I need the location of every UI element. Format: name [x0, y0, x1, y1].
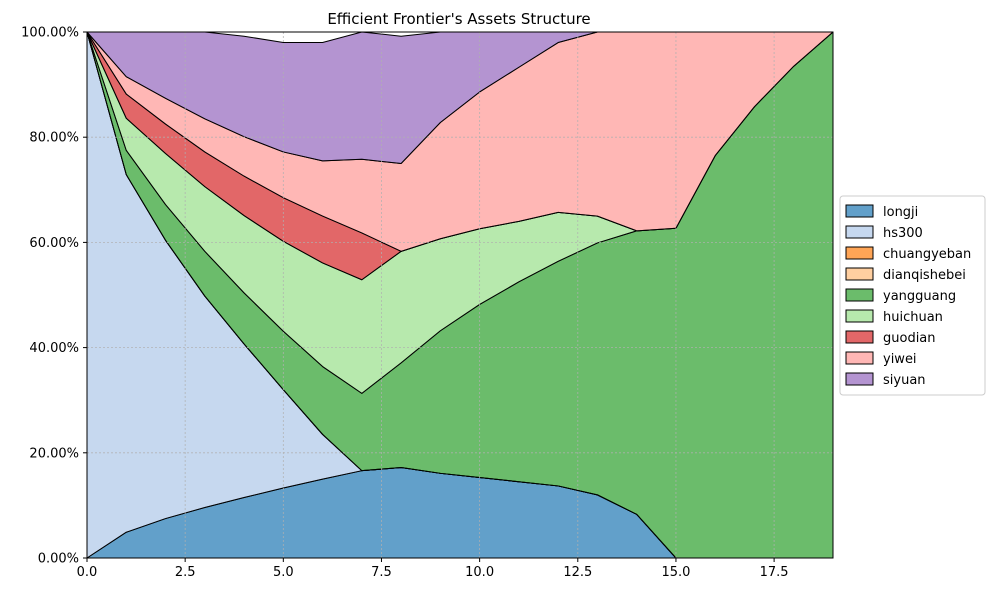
legend-label-longji: longji — [883, 205, 918, 220]
legend-swatch-longji — [845, 204, 874, 218]
legend-label-siyuan: siyuan — [883, 373, 926, 388]
x-tick-label: 7.5 — [371, 565, 392, 580]
y-axis-ticks: 0.00% 20.00% 40.00% 60.00% 80.00% 100.00% — [21, 26, 87, 567]
legend-label-guodian: guodian — [883, 331, 936, 346]
legend-label-hs300: hs300 — [883, 226, 923, 241]
legend-swatch-dianqishebei — [845, 267, 874, 281]
legend-swatch-yangguang — [845, 288, 874, 302]
legend-label-yiwei: yiwei — [883, 352, 917, 367]
legend-label-dianqishebei: dianqishebei — [883, 268, 966, 283]
legend-label-huichuan: huichuan — [883, 310, 943, 325]
grid-lines — [87, 32, 833, 558]
legend-label-yangguang: yangguang — [883, 289, 956, 304]
legend-swatch-guodian — [845, 330, 874, 344]
legend-label-chuangyeban: chuangyeban — [883, 247, 971, 262]
legend: longji hs300 chuangyeban dianqishebei yanggu… — [839, 195, 986, 396]
x-tick-label: 5.0 — [273, 565, 294, 580]
y-tick-label: 20.00% — [29, 446, 79, 461]
y-tick-label: 40.00% — [29, 341, 79, 356]
plot-frame — [86, 31, 834, 559]
x-axis-ticks: 0.0 2.5 5.0 7.5 10.0 12.5 15.0 17.5 — [77, 558, 789, 580]
legend-box — [839, 195, 986, 396]
y-tick-label: 60.00% — [29, 236, 79, 251]
legend-swatch-huichuan — [845, 309, 874, 323]
y-tick-label: 100.00% — [21, 26, 79, 41]
x-tick-label: 12.5 — [563, 565, 592, 580]
x-tick-label: 2.5 — [175, 565, 196, 580]
y-tick-label: 0.00% — [38, 552, 79, 567]
y-tick-label: 80.00% — [29, 131, 79, 146]
legend-swatch-siyuan — [845, 372, 874, 386]
x-tick-label: 0.0 — [77, 565, 98, 580]
x-tick-label: 17.5 — [760, 565, 789, 580]
x-tick-label: 10.0 — [465, 565, 494, 580]
chart-title: Efficient Frontier's Assets Structure — [327, 10, 590, 28]
area-layers — [86, 31, 834, 559]
legend-swatch-hs300 — [845, 225, 874, 239]
legend-swatch-yiwei — [845, 351, 874, 365]
x-tick-label: 15.0 — [661, 565, 690, 580]
legend-swatch-chuangyeban — [845, 246, 874, 260]
